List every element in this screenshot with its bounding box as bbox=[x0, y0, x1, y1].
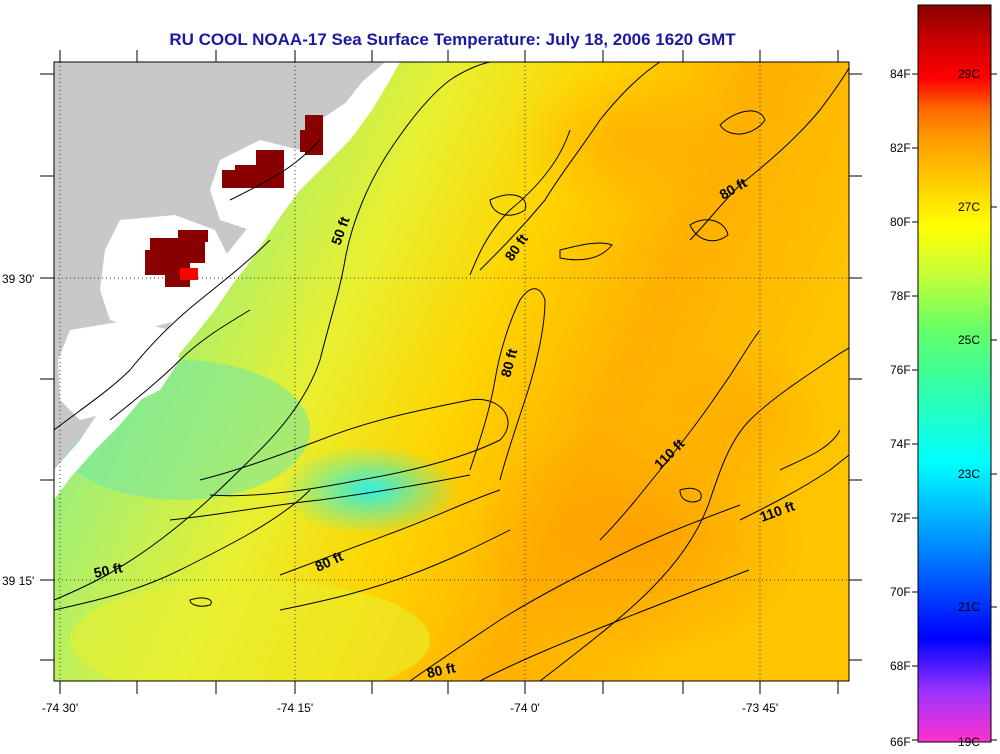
contour-label-80ft-c: 80 ft bbox=[497, 347, 520, 379]
axis-ticks bbox=[40, 50, 862, 694]
contour-110ft-a bbox=[539, 347, 849, 681]
cb-label-72f: 72F bbox=[890, 511, 911, 525]
colorbar: 84F 82F 80F 78F 76F 74F 72F 70F 68F 66F … bbox=[890, 4, 997, 749]
cb-label-21c: 21C bbox=[958, 600, 980, 614]
lat-label-39-15: 39 15' bbox=[2, 574, 34, 588]
cb-label-82f: 82F bbox=[890, 141, 911, 155]
contour-80ft-south bbox=[279, 489, 501, 576]
cb-label-19c: 19C bbox=[958, 735, 980, 749]
cb-label-25c: 25C bbox=[958, 333, 980, 347]
graticule bbox=[54, 62, 849, 681]
lon-label-74-15: -74 15' bbox=[277, 701, 313, 715]
warm-land-pixels bbox=[145, 115, 323, 287]
cb-label-84f: 84F bbox=[890, 67, 911, 81]
contour-80ft-east bbox=[689, 67, 849, 241]
contour-80ft-central bbox=[469, 288, 546, 481]
cb-label-80f: 80F bbox=[890, 215, 911, 229]
cb-label-27c: 27C bbox=[958, 200, 980, 214]
plot-frame bbox=[53, 61, 850, 682]
sst-field: 50 ft 50 ft 80 ft 80 ft 80 ft 80 ft 80 f… bbox=[54, 62, 849, 681]
cb-label-23c: 23C bbox=[958, 467, 980, 481]
lon-label-74-0: -74 0' bbox=[510, 701, 540, 715]
contour-80ft-north bbox=[479, 62, 661, 271]
depth-contours bbox=[54, 62, 849, 681]
contour-label-80ft-e: 80 ft bbox=[425, 659, 457, 681]
cb-label-29c: 29C bbox=[958, 67, 980, 81]
cb-label-78f: 78F bbox=[890, 289, 911, 303]
cb-label-76f: 76F bbox=[890, 363, 911, 377]
lat-label-39-30: 39 30' bbox=[2, 272, 34, 286]
cool-water-patch bbox=[280, 445, 460, 535]
colorbar-strip bbox=[917, 4, 992, 743]
lon-label-73-45: -73 45' bbox=[742, 701, 778, 715]
contour-label-50ft-a: 50 ft bbox=[92, 559, 124, 581]
cb-label-68f: 68F bbox=[890, 659, 911, 673]
map-title: RU COOL NOAA-17 Sea Surface Temperature:… bbox=[169, 30, 736, 49]
cb-label-74f: 74F bbox=[890, 437, 911, 451]
cb-label-66f: 66F bbox=[890, 735, 911, 749]
lon-label-74-30: -74 30' bbox=[42, 701, 78, 715]
cb-label-70f: 70F bbox=[890, 585, 911, 599]
contour-110ft-b bbox=[739, 454, 849, 521]
contour-50ft bbox=[54, 62, 491, 601]
